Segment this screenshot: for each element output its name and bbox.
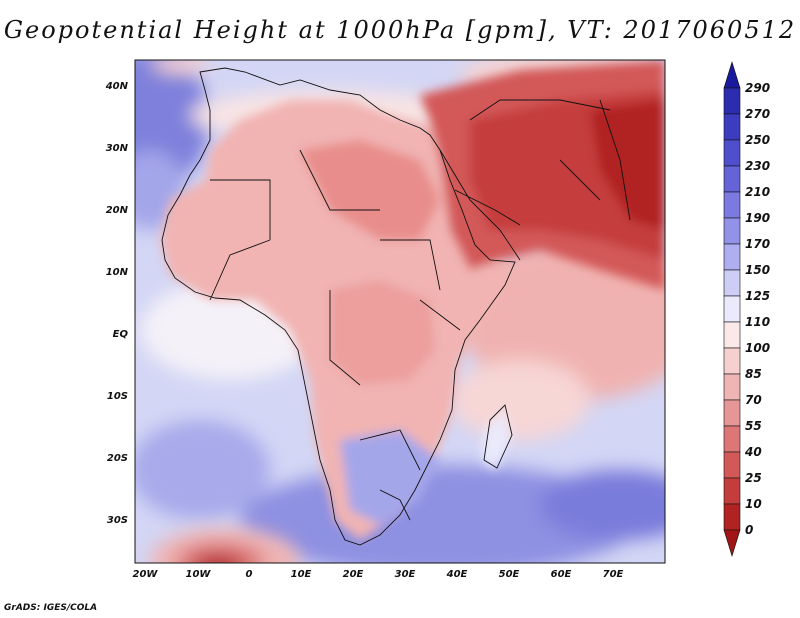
colorbar-swatch (723, 347, 741, 375)
colorbar-label: 150 (745, 263, 770, 277)
colorbar-label: 170 (745, 237, 770, 251)
lon-tick: 10E (291, 569, 312, 580)
colorbar-swatch (723, 451, 741, 479)
colorbar-swatch (723, 321, 741, 349)
colorbar-label: 40 (744, 445, 762, 459)
colorbar-swatch (723, 503, 741, 531)
map-plot-area (135, 60, 665, 563)
colorbar-swatch (723, 60, 741, 89)
colorbar-label: 230 (745, 159, 770, 173)
colorbar-label: 210 (745, 185, 770, 199)
colorbar-label: 290 (745, 81, 770, 95)
lat-tick: 40N (105, 81, 129, 92)
coastlines (161, 67, 631, 546)
colorbar-label: 0 (745, 523, 753, 537)
colorbar-label: 250 (745, 133, 770, 147)
lat-tick: 20N (106, 205, 129, 216)
colorbar-label: 125 (745, 289, 770, 303)
lat-axis: 40N 30N 20N 10N EQ 10S 20S 30S (105, 81, 129, 526)
colorbar-label: 85 (745, 367, 762, 381)
lat-tick: EQ (113, 329, 129, 340)
colorbar-swatch (723, 269, 741, 297)
lon-tick: 20E (343, 569, 364, 580)
lat-tick: 30S (107, 515, 128, 526)
colorbar-swatch (723, 425, 741, 453)
lon-axis: 20W 10W 0 10E 20E 30E 40E 50E 60E 70E (133, 569, 624, 580)
colorbar-swatch (723, 243, 741, 271)
colorbar: 2902702502302101901701501251101008570554… (723, 60, 770, 558)
lon-tick: 70E (603, 569, 624, 580)
colorbar-label: 270 (745, 107, 770, 121)
colorbar-label: 55 (745, 419, 762, 433)
lon-tick: 0 (246, 569, 253, 580)
map-frame (134, 59, 666, 564)
colorbar-label: 110 (745, 315, 770, 329)
lon-tick: 20W (133, 569, 159, 580)
lon-tick: 40E (446, 569, 468, 580)
colorbar-swatch (723, 217, 741, 245)
lon-tick: 30E (395, 569, 416, 580)
colorbar-swatch (723, 477, 741, 505)
colorbar-swatch (723, 113, 741, 141)
colorbar-label: 190 (745, 211, 770, 225)
lat-tick: 30N (106, 143, 129, 154)
colorbar-label: 100 (745, 341, 770, 355)
colorbar-swatch (723, 165, 741, 193)
footer-credit: GrADS: IGES/COLA (4, 603, 98, 613)
lat-tick: 20S (107, 453, 128, 464)
colorbar-label: 70 (745, 393, 762, 407)
chart-title: Geopotential Height at 1000hPa [gpm], VT… (3, 16, 797, 44)
lon-tick: 50E (499, 569, 520, 580)
colorbar-label: 10 (745, 497, 762, 511)
colorbar-swatch (723, 399, 741, 427)
colorbar-swatch (723, 529, 741, 558)
lon-tick: 10W (186, 569, 212, 580)
colorbar-swatch (723, 87, 741, 115)
colorbar-swatch (723, 373, 741, 401)
colorbar-swatch (723, 139, 741, 167)
colorbar-swatch (723, 191, 741, 219)
lon-tick: 60E (551, 569, 572, 580)
lat-tick: 10N (106, 267, 129, 278)
colorbar-swatch (723, 295, 741, 323)
colorbar-label: 25 (745, 471, 762, 485)
lat-tick: 10S (107, 391, 128, 402)
